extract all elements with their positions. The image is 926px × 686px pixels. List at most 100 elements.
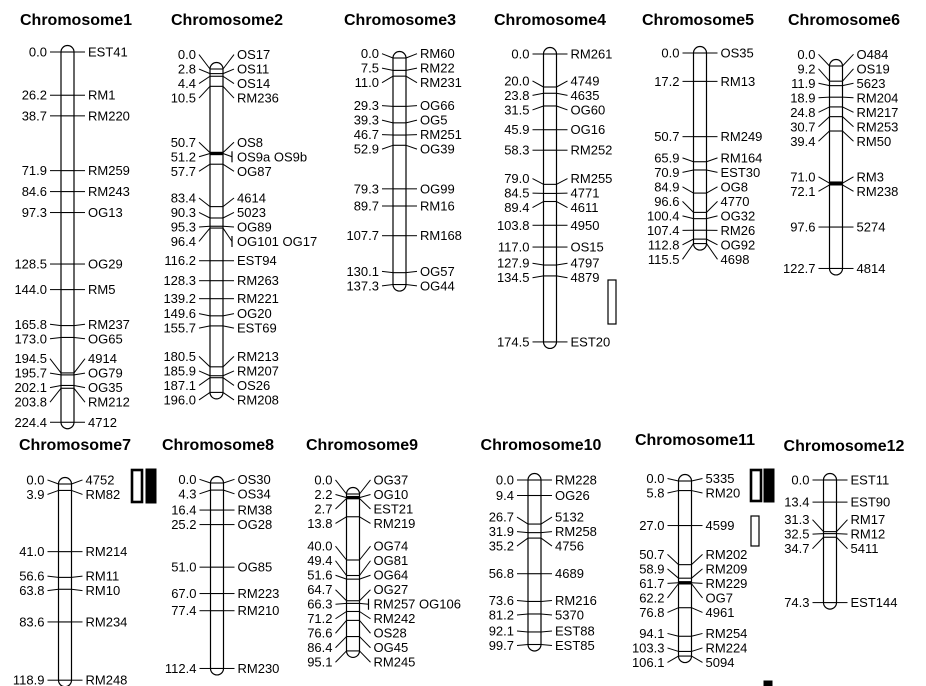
marker-name-label: RM248 <box>86 673 128 686</box>
leader-line-left <box>532 275 544 279</box>
marker-name-label: 5132 <box>555 510 584 525</box>
leader-line-left <box>198 197 211 208</box>
leader-line-right <box>359 498 371 510</box>
leader-line-right <box>222 54 235 70</box>
leader-line-right <box>73 358 86 374</box>
marker-position-label: 71.9 <box>22 163 47 178</box>
leader-line-right <box>222 212 235 219</box>
marker-position-label: 7.5 <box>361 61 379 76</box>
marker-name-label: 4635 <box>571 88 600 103</box>
marker-position-label: 84.9 <box>654 179 679 194</box>
leader-line-left <box>532 178 544 185</box>
leader-line-left <box>335 589 347 602</box>
leader-line-left <box>682 169 694 173</box>
marker-position-label: 18.9 <box>790 90 815 105</box>
marker-name-label: EST90 <box>851 495 891 510</box>
marker-name-label: 4756 <box>555 539 584 554</box>
chromosome-title: Chromosome3 <box>344 12 456 29</box>
leader-line-left <box>818 176 830 184</box>
leader-line-right <box>556 80 568 88</box>
leader-line-right <box>405 119 418 124</box>
marker-position-label: 70.9 <box>654 165 679 180</box>
marker-position-label: 35.2 <box>489 539 514 554</box>
marker-name-label: OS11 <box>237 62 269 77</box>
marker-position-label: 128.5 <box>14 257 47 272</box>
leader-line-left <box>47 575 59 578</box>
leader-line-left <box>667 568 679 579</box>
marker-position-label: 31.9 <box>489 524 514 539</box>
leader-line-right <box>73 336 86 340</box>
marker-name-label: OS35 <box>721 46 754 61</box>
marker-name-label: OG87 <box>237 164 272 179</box>
marker-position-label: 0.0 <box>496 473 514 488</box>
marker-position-label: 0.0 <box>511 47 529 62</box>
marker-name-label: OG45 <box>374 640 409 655</box>
marker-name-label: OG64 <box>374 568 409 583</box>
leader-line-left <box>47 479 59 485</box>
marker-name-label: OS28 <box>374 626 407 641</box>
marker-name-label: 4879 <box>571 270 600 285</box>
marker-name-label: EST85 <box>555 638 595 653</box>
marker-position-label: 118.9 <box>13 673 45 686</box>
marker-name-label: RM238 <box>857 184 899 199</box>
marker-position-label: 2.2 <box>314 487 332 502</box>
marker-position-label: 0.0 <box>361 46 379 61</box>
marker-name-label: OG89 <box>237 219 272 234</box>
leader-line-right <box>556 262 568 266</box>
leader-line-right <box>359 493 371 499</box>
marker-name-label: RM82 <box>86 487 121 502</box>
leader-line-right <box>73 384 86 389</box>
leader-line-right <box>359 636 371 649</box>
leader-line-left <box>47 588 59 592</box>
marker-name-label: RM234 <box>86 614 128 629</box>
chromosome-bar <box>345 486 361 659</box>
leader-line-right <box>223 478 235 484</box>
marker-name-label: OS15 <box>571 240 604 255</box>
leader-line-right <box>556 178 568 185</box>
leader-line-left <box>818 53 830 67</box>
leader-line-right <box>691 655 703 663</box>
leader-line-left <box>667 582 679 584</box>
marker-position-label: 29.3 <box>354 98 379 113</box>
leader-line-left <box>516 516 529 525</box>
marker-name-label: OG8 <box>721 179 748 194</box>
marker-name-label: RM17 <box>851 512 886 527</box>
leader-line-left <box>198 75 211 84</box>
marker-name-label: RM258 <box>555 524 597 539</box>
marker-name-label: RM253 <box>857 119 899 134</box>
marker-name-label: RM261 <box>571 47 613 62</box>
marker-position-label: 51.0 <box>171 560 196 575</box>
leader-line-right <box>359 620 371 634</box>
leader-line-right <box>73 372 86 376</box>
marker-position-label: 0.0 <box>314 472 332 487</box>
marker-name-label: RM50 <box>857 134 892 149</box>
marker-name-label: O484 <box>857 47 889 62</box>
marker-position-label: 0.0 <box>661 46 679 61</box>
marker-position-label: 13.8 <box>307 516 332 531</box>
marker-position-label: 10.5 <box>171 91 196 106</box>
marker-position-label: 31.3 <box>784 512 809 527</box>
marker-position-label: 67.0 <box>171 586 196 601</box>
marker-position-label: 76.6 <box>307 626 332 641</box>
marker-name-label: RM236 <box>237 91 279 106</box>
marker-position-label: 103.3 <box>632 640 665 655</box>
marker-position-label: 49.4 <box>307 553 332 568</box>
leader-line-left <box>198 370 211 377</box>
marker-position-label: 39.4 <box>790 134 815 149</box>
leader-line-right <box>222 313 235 317</box>
marker-position-label: 74.3 <box>784 595 809 610</box>
leader-line-right <box>842 116 854 128</box>
leader-line-right <box>540 599 553 602</box>
leader-line-right <box>71 479 83 485</box>
marker-name-label: RM257 OG106 <box>374 597 461 612</box>
leader-line-right <box>556 201 568 209</box>
leader-line-left <box>381 53 394 59</box>
chromosome-chromosome6: Chromosome6 0.0 O484 9.2 OS19 11.9 5623 18.9 RM2… <box>783 12 900 276</box>
marker-name-label: OS9a OS9b <box>237 149 307 164</box>
leader-line-left <box>198 313 211 317</box>
marker-name-label: RM13 <box>721 74 756 89</box>
marker-name-label: RM210 <box>238 603 280 618</box>
marker-name-label: OS26 <box>237 378 270 393</box>
marker-position-label: 128.3 <box>163 273 196 288</box>
marker-name-label: OG92 <box>721 237 756 252</box>
